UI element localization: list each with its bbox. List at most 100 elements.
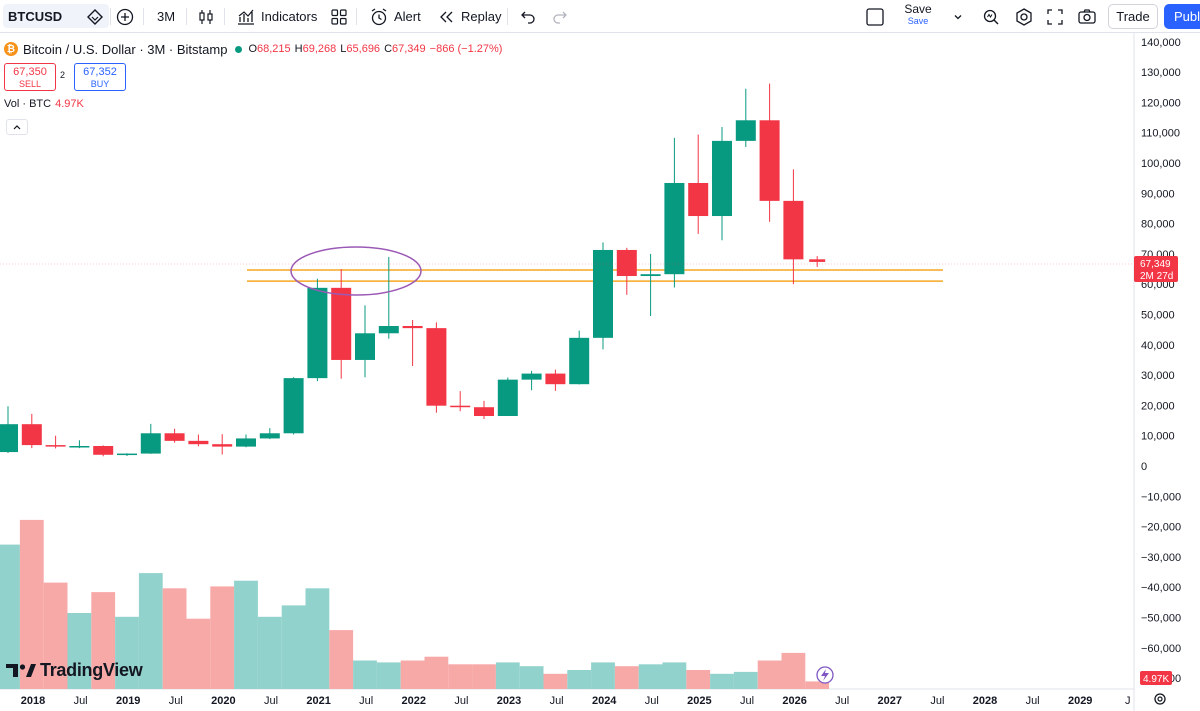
price-tick-label: −60,000 [1141,643,1181,655]
candle-body [735,120,756,141]
volume-bar [495,662,520,689]
separator [507,8,508,25]
price-tick-label: 60,000 [1141,279,1175,291]
price-tick-label: −40,000 [1141,582,1181,594]
spread-value: 2 [60,70,66,80]
volume-bar [281,605,306,689]
time-tick-label: 2025 [687,695,711,707]
candle-body [259,433,280,439]
time-tick-label: 2024 [592,695,617,707]
candle-body [426,328,447,406]
candle-body [474,407,494,417]
price-axis[interactable]: 140,000 130,000 120,000 110,000 100,000 90,00… [1141,37,1181,685]
redo-icon[interactable] [552,0,568,33]
volume-series [0,519,830,689]
undo-icon[interactable] [520,0,536,33]
volume-bar [757,660,782,689]
volume-legend[interactable]: Vol · BTC 4.97K [4,98,84,110]
price-tick-label: 140,000 [1141,37,1181,49]
price-tick-label: 90,000 [1141,188,1175,200]
collapse-icon[interactable] [6,119,28,135]
candle-body [809,259,826,262]
volume-bar [686,670,711,689]
publish-label: Publi [1174,9,1200,24]
price-tick-label: 110,000 [1141,128,1180,140]
time-tick-label: Jul [264,695,278,707]
current-price-value: 67,349 [1140,259,1171,270]
chevron-down-icon[interactable] [952,0,964,33]
candle-body [212,444,233,447]
tradingview-logo[interactable]: TradingView [6,659,143,681]
bolt-icon[interactable] [816,666,834,684]
alert-label: Alert [394,9,421,24]
candle-body [712,140,732,217]
indicators-icon [238,9,254,25]
interval-button[interactable]: 3M [157,0,175,33]
time-tick-label: 2023 [497,695,521,707]
diamond-icon[interactable] [86,0,104,33]
sell-button[interactable]: 67,350 SELL [4,63,56,91]
candle-body [236,438,256,447]
replay-button[interactable]: Replay [438,0,501,33]
time-axis[interactable]: 2018 Jul 2019 Jul 2020 Jul 2021 Jul 2022 Jul 2023 J… [21,695,1131,707]
volume-bar [448,664,473,689]
time-tick-label: 2021 [306,695,330,707]
trade-button[interactable]: Trade [1108,4,1158,29]
candle-body [759,120,780,201]
price-tick-label: 10,000 [1141,431,1175,443]
quick-search-icon[interactable] [982,0,1000,33]
volume-bar [67,613,92,689]
candle-body [640,274,661,277]
settings-gear-icon[interactable] [1154,693,1166,705]
indicators-button[interactable]: Indicators [236,0,317,33]
time-tick-label: Jul [550,695,564,707]
camera-icon[interactable] [1077,0,1097,33]
buy-button[interactable]: 67,352 BUY [74,63,126,91]
candle-body [355,333,375,360]
fullscreen-icon[interactable] [1046,0,1064,33]
volume-bar [614,666,639,689]
candles-icon[interactable] [197,0,215,33]
time-tick-label: Jul [454,695,468,707]
separator [186,8,187,25]
price-tick-label: −10,000 [1141,491,1181,503]
candle-series [0,83,826,457]
save-label: Save [904,2,932,16]
save-button[interactable]: Save Save [899,3,937,30]
time-tick-label: 2029 [1068,695,1092,707]
time-tick-label: 2019 [116,695,140,707]
volume-bar [115,616,139,689]
candle-body [402,326,423,329]
volume-bar [257,616,282,689]
symbol-search[interactable]: BTCUSD [3,4,109,28]
volume-bar [710,673,734,689]
candle-body [521,373,542,380]
time-tick-label: 2018 [21,695,45,707]
volume-bar [591,662,615,689]
volume-bar [162,588,187,689]
logo-text: TradingView [40,659,143,680]
price-tick-label: 130,000 [1141,67,1181,79]
alert-button[interactable]: Alert [369,0,421,33]
time-tick-label: Jul [835,695,849,707]
volume-bar [781,652,806,689]
change-value: −866 (−1.27%) [429,43,503,55]
price-tick-label: 80,000 [1141,219,1175,231]
volume-bar [472,664,496,689]
candle-body [450,405,471,408]
plus-circle-icon[interactable] [116,0,134,33]
save-sub-label: Save [907,16,929,26]
volume-bar [567,670,592,689]
publish-button[interactable]: Publi [1164,4,1200,29]
volume-bar [305,588,330,689]
close-value: 67,349 [392,43,426,55]
annotation-ellipse[interactable] [290,246,422,296]
legend-title[interactable]: Bitcoin / U.S. Dollar · 3M · Bitstamp [23,41,228,57]
settings-icon[interactable] [1014,0,1034,33]
layout-icon[interactable] [865,0,885,33]
volume-bar [138,573,163,689]
symbol-text: BTCUSD [8,8,63,24]
templates-icon[interactable] [330,0,348,33]
candle-body [307,287,328,379]
